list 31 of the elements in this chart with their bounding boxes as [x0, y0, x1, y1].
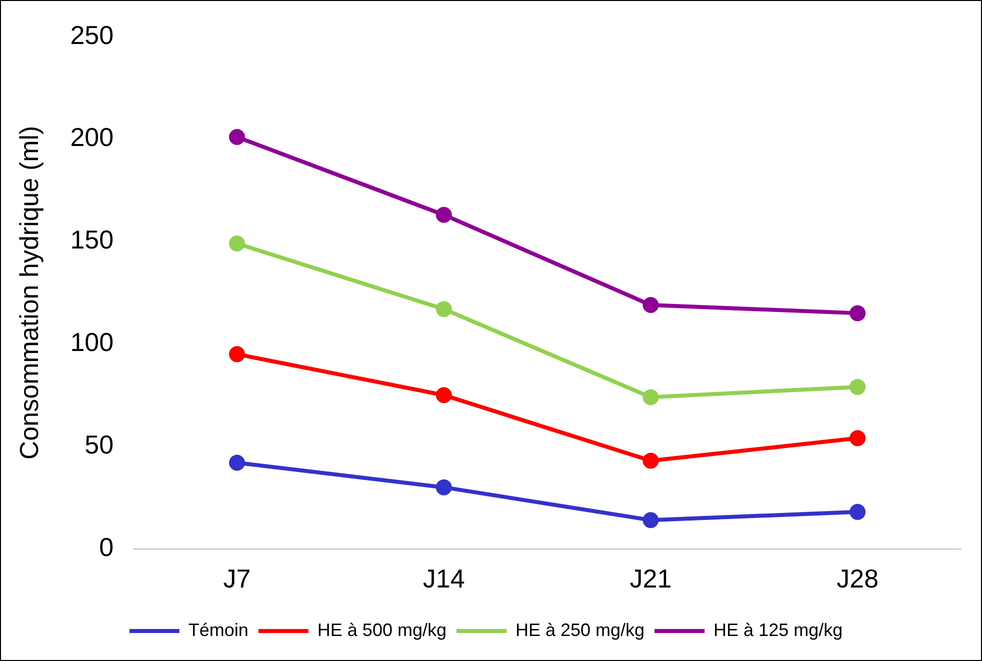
point — [229, 454, 246, 471]
point — [642, 389, 659, 406]
y-axis-title: Consommation hydrique (ml) — [14, 126, 44, 460]
point — [850, 305, 866, 322]
y-tick-label: 150 — [70, 224, 114, 255]
point — [436, 479, 452, 496]
x-tick-label: J21 — [630, 564, 672, 594]
point — [229, 128, 246, 145]
y-tick-label: 50 — [84, 430, 114, 460]
point — [436, 301, 452, 318]
legend-label: HE à 125 mg/kg — [714, 620, 843, 640]
y-tick-label: 100 — [70, 327, 114, 358]
legend-label: HE à 500 mg/kg — [317, 620, 446, 640]
point — [642, 296, 659, 313]
point — [229, 236, 246, 252]
point — [229, 346, 246, 362]
x-tick-label: J28 — [836, 564, 879, 594]
point — [850, 378, 866, 395]
point — [850, 504, 866, 520]
point — [642, 512, 659, 528]
legend-label: HE à 250 mg/kg — [515, 620, 645, 640]
legend-label: Témoin — [188, 620, 248, 640]
y-tick-label: 0 — [99, 532, 114, 562]
x-tick-label: J7 — [223, 564, 251, 594]
point — [850, 430, 866, 446]
y-tick-label: 250 — [70, 20, 114, 50]
y-tick-label: 200 — [70, 122, 114, 152]
point — [436, 206, 452, 223]
point — [436, 387, 452, 404]
x-tick-label: J14 — [422, 564, 465, 594]
point — [642, 452, 659, 469]
